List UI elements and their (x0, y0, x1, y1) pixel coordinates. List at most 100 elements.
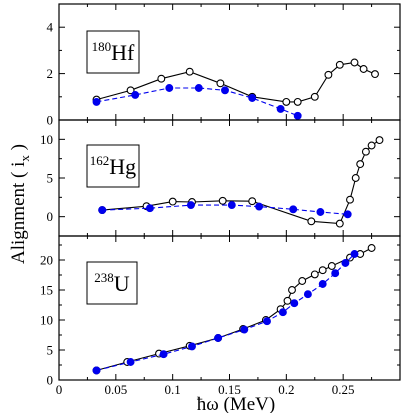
series-line (102, 139, 380, 225)
series-filled (92, 250, 359, 375)
data-point (293, 111, 302, 120)
data-point (126, 86, 135, 95)
nucleus-symbol: Hf (111, 40, 135, 65)
x-tick-label: 0 (56, 382, 63, 397)
data-point (289, 205, 298, 214)
series-filled (98, 201, 352, 219)
data-point (126, 358, 135, 366)
panel-hf: 0 2 4 180Hf (47, 3, 401, 128)
data-point (221, 86, 229, 95)
data-point (307, 217, 316, 226)
data-point (331, 269, 340, 278)
data-point (375, 136, 384, 145)
nucleus-symbol: Hg (109, 154, 136, 179)
data-point (351, 174, 360, 182)
data-point (145, 204, 154, 213)
x-tick-label: 0.2 (278, 382, 294, 397)
data-point (298, 277, 307, 285)
y-tick-label: 10 (40, 132, 53, 147)
data-point (343, 210, 352, 219)
y-tick-label: 5 (47, 171, 54, 186)
nucleus-label-box (86, 30, 140, 74)
data-point (350, 250, 359, 258)
series-filled (92, 84, 302, 120)
data-point (318, 280, 327, 288)
nucleus-symbol: U (114, 271, 130, 296)
series-open (92, 58, 379, 106)
data-point (227, 201, 236, 210)
data-point (194, 84, 203, 92)
nucleus-mass-number: 238 (94, 270, 114, 285)
data-point (350, 58, 359, 67)
y-axis-title-main: Alignment ( i (8, 162, 29, 264)
y-tick-label: 0 (47, 373, 54, 388)
data-point (188, 342, 196, 351)
data-point (98, 206, 107, 215)
data-point (293, 97, 302, 106)
data-point (255, 202, 264, 211)
data-point (335, 60, 344, 69)
data-point (214, 334, 223, 342)
y-tick-label: 0 (47, 113, 54, 128)
data-point (324, 70, 333, 79)
data-point (157, 74, 166, 83)
series-open (98, 136, 384, 228)
data-point (92, 97, 101, 106)
data-point (168, 197, 177, 206)
data-point (327, 262, 336, 270)
y-tick-label: 10 (40, 313, 53, 328)
x-tick-label: 0.1 (165, 382, 181, 397)
data-point (218, 196, 227, 205)
nucleus-label: 162Hg (86, 144, 140, 188)
data-point (367, 244, 376, 252)
x-tick-label: 0.25 (332, 382, 355, 397)
data-point (248, 197, 257, 206)
y-tick-label: 0 (47, 209, 54, 224)
data-point (318, 266, 327, 275)
series-line (96, 87, 298, 117)
y-axis-title-sub: x (17, 155, 32, 162)
data-point (367, 141, 376, 150)
data-point (278, 308, 287, 317)
data-point (159, 350, 168, 359)
nucleus-mass-number: 162 (90, 153, 110, 168)
nucleus-label-text: 238U (94, 270, 130, 296)
nucleus-mass-number: 180 (92, 39, 112, 54)
data-point (316, 208, 325, 216)
data-point (240, 325, 249, 334)
y-tick-label: 4 (47, 20, 54, 35)
nucleus-label: 180Hf (86, 30, 140, 74)
data-point (335, 219, 344, 228)
nucleus-label-text: 162Hg (90, 153, 136, 179)
data-point (310, 92, 319, 101)
data-point (356, 160, 365, 169)
y-tick-label: 15 (40, 283, 53, 298)
y-axis-title: Alignment ( ix ) (8, 144, 32, 264)
y-tick-label: 2 (47, 66, 54, 81)
data-point (276, 104, 285, 113)
data-point (346, 195, 354, 204)
panel-u: 0 5 10 15 20 238U (40, 235, 401, 388)
x-tick-label: 0.15 (218, 382, 241, 397)
y-tick-label: 5 (47, 343, 54, 358)
data-point (371, 70, 379, 79)
nucleus-label: 238U (86, 261, 138, 305)
data-point (288, 286, 296, 294)
y-tick-label: 20 (40, 253, 53, 268)
data-point (310, 270, 319, 279)
data-point (185, 67, 194, 76)
data-point (216, 79, 225, 88)
y-axis-title-close: ) (8, 144, 29, 155)
panels-layer: 0 2 4 180Hf 0 5 10 162Hg 0 5 10 15 20 238U (40, 3, 401, 388)
data-point (263, 317, 271, 326)
nucleus-label-box (86, 144, 140, 188)
x-axis-title: ħω (MeV) (197, 394, 275, 413)
data-point (361, 147, 370, 156)
data-point (165, 84, 174, 92)
data-point (290, 299, 299, 308)
data-point (282, 97, 291, 106)
data-point (341, 259, 350, 267)
data-point (92, 366, 101, 375)
x-tick-label: 0.05 (104, 382, 127, 397)
